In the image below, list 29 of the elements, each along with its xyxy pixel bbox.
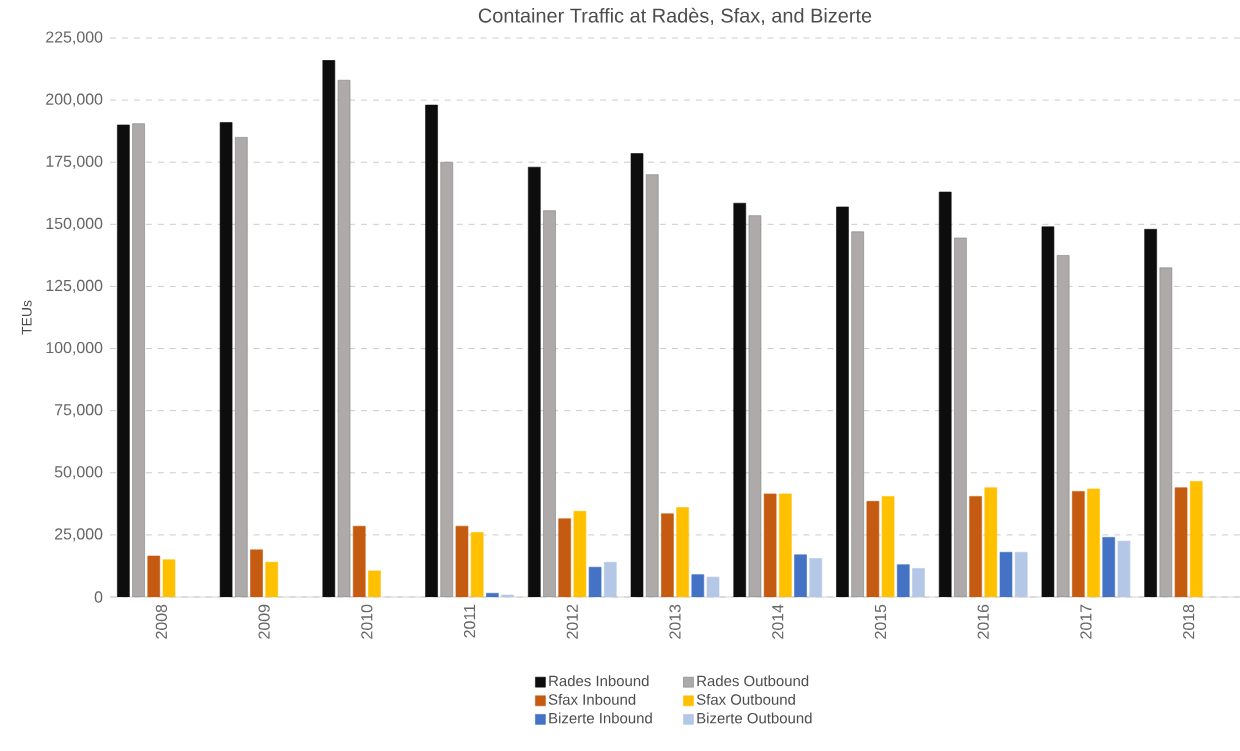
y-tick-label: 200,000 (46, 93, 103, 107)
x-tick-label: 2014 (772, 604, 784, 639)
y-tick-label: 175,000 (46, 155, 103, 169)
x-tick-label: 2018 (1183, 604, 1195, 639)
legend-label: Bizerte Inbound (549, 712, 652, 724)
x-tick-label: 2016 (977, 604, 989, 639)
x-tick-label: 2008 (155, 604, 168, 639)
y-tick-label: 225,000 (46, 31, 103, 45)
legend-label: Rades Inbound (549, 675, 649, 687)
x-tick-label: 2010 (361, 604, 373, 639)
x-tick-label: 2012 (566, 604, 578, 639)
x-tick-label: 2009 (258, 604, 270, 639)
y-tick-label: 100,000 (46, 341, 103, 356)
x-tick-label: 2011 (463, 604, 476, 638)
y-tick-label: 150,000 (46, 217, 103, 231)
legend-label: Bizerte Outbound (697, 712, 812, 724)
y-tick-label: 50,000 (54, 466, 103, 480)
x-tick-label: 2015 (874, 604, 887, 639)
y-tick-label: 25,000 (55, 528, 103, 542)
legend-label: Sfax Outbound (696, 693, 795, 705)
legend-label: Sfax Inbound (548, 693, 636, 705)
legend-label: Rades Outbound (697, 675, 809, 687)
x-tick-label: 2017 (1080, 604, 1092, 639)
chart-title: Container Traffic at Radès, Sfax, and Bizerte (478, 7, 872, 26)
y-axis-title: TEUs (21, 300, 32, 335)
y-tick-label: 75,000 (55, 404, 103, 418)
x-tick-label: 2013 (669, 604, 681, 639)
y-tick-label: 125,000 (46, 279, 103, 294)
y-tick-label: 0 (94, 591, 103, 603)
